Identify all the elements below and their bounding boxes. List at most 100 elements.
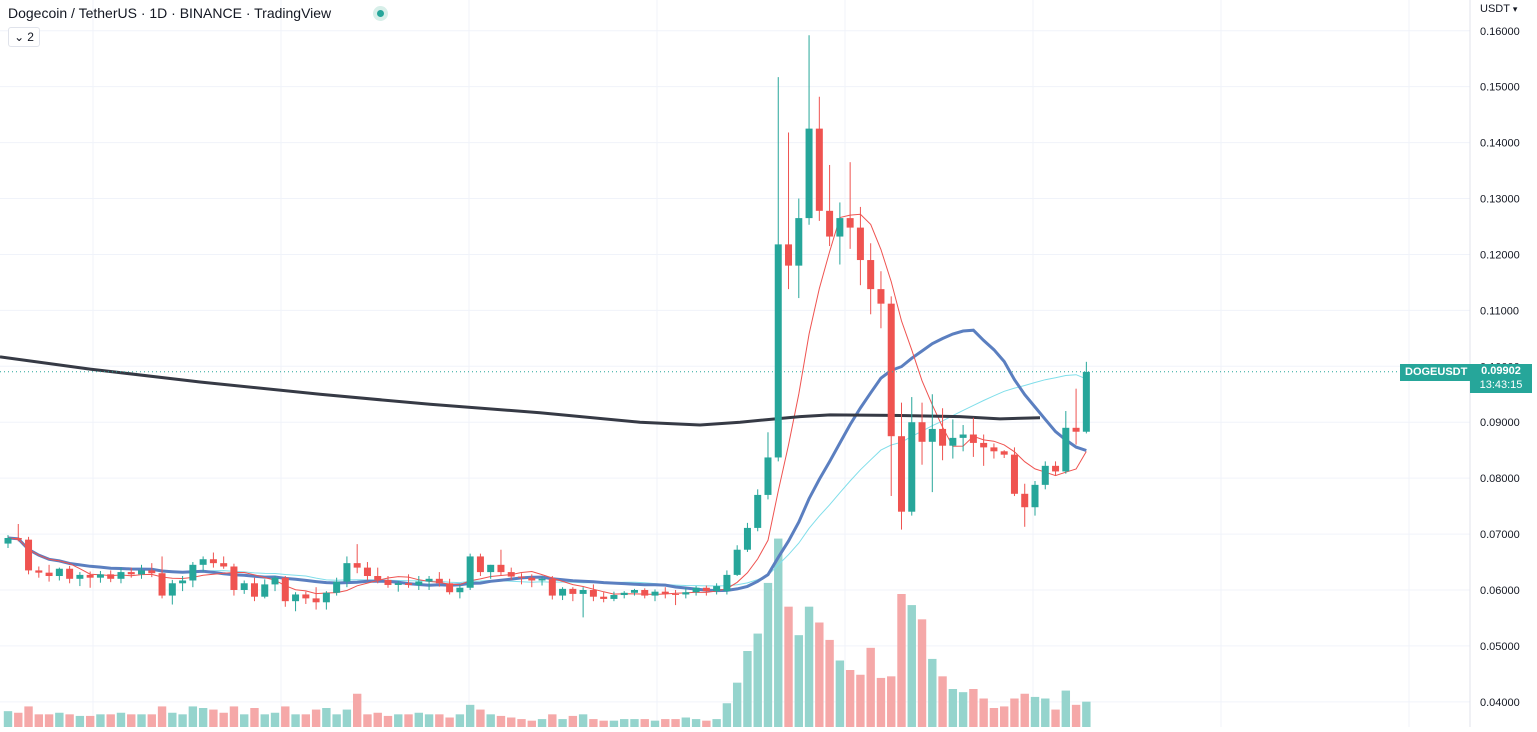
- candle-body: [405, 583, 413, 585]
- candle-body: [651, 591, 659, 596]
- y-tick-label: 0.08000: [1480, 473, 1520, 485]
- volume-bar: [445, 717, 454, 727]
- candle-body: [425, 578, 433, 582]
- volume-bar: [928, 658, 937, 727]
- volume-bar: [825, 639, 834, 727]
- candle-body: [281, 577, 289, 602]
- candle-body: [795, 218, 803, 266]
- y-tick-label: 0.06000: [1480, 585, 1520, 597]
- candle-body: [261, 584, 269, 597]
- collapse-indicators-button[interactable]: ⌄ 2: [8, 27, 40, 47]
- volume-bar: [681, 717, 691, 727]
- candle-body: [856, 227, 864, 261]
- candle-body: [1052, 465, 1060, 472]
- chevron-down-icon: ⌄: [14, 30, 25, 44]
- candle-body: [548, 578, 556, 596]
- volume-bar: [620, 719, 629, 727]
- candle-body: [250, 583, 258, 597]
- volume-bar: [116, 712, 126, 727]
- volume-bar: [578, 714, 588, 727]
- candle-body: [1000, 451, 1008, 455]
- volume-bar: [691, 719, 701, 727]
- volume-bar: [517, 719, 526, 727]
- volume-bar: [476, 709, 485, 727]
- volume-bar: [548, 714, 557, 727]
- candle-body: [620, 592, 628, 596]
- candle-body: [569, 588, 577, 594]
- volume-bar: [897, 594, 906, 727]
- volume-bar: [219, 712, 228, 727]
- candle-body: [959, 434, 967, 438]
- candle-body: [230, 566, 238, 590]
- volume-bar: [157, 706, 167, 727]
- volume-bar: [558, 719, 567, 727]
- volume-bar: [794, 635, 803, 727]
- candle-body: [589, 589, 597, 597]
- y-tick-label: 0.12000: [1480, 249, 1520, 261]
- volume-bar: [394, 714, 403, 727]
- candle-body: [815, 128, 823, 211]
- candle-body: [374, 576, 382, 580]
- volume-bar: [568, 715, 578, 727]
- volume-bar: [301, 714, 311, 727]
- candle-body: [897, 436, 905, 512]
- volume-bar: [1010, 698, 1019, 727]
- volume-bar: [65, 714, 74, 727]
- volume-bar: [455, 714, 465, 727]
- candle-body: [343, 563, 351, 582]
- volume-bar: [404, 714, 413, 727]
- candle-body: [14, 537, 22, 540]
- candle-body: [559, 588, 567, 596]
- volume-bar: [845, 670, 855, 727]
- candle-body: [1021, 493, 1029, 508]
- candle-body: [702, 587, 710, 592]
- y-tick-label: 0.11000: [1480, 305, 1519, 317]
- candle-body: [127, 572, 135, 575]
- candle-body: [939, 428, 947, 446]
- volume-bar: [250, 708, 259, 727]
- candle-body: [435, 578, 443, 584]
- candle-body: [1082, 371, 1090, 432]
- candle-body: [394, 583, 402, 585]
- candle-body: [928, 428, 936, 442]
- candle-body: [456, 587, 464, 593]
- volume-bar: [784, 606, 793, 727]
- candle-body: [672, 593, 680, 595]
- indicator-count: 2: [27, 30, 34, 44]
- candle-body: [528, 577, 536, 581]
- volume-bar: [753, 633, 762, 727]
- volume-bar: [168, 712, 177, 727]
- candle-body: [4, 537, 12, 544]
- volume-bar: [835, 660, 845, 727]
- volume-bar: [938, 676, 947, 727]
- volume-bar: [969, 689, 978, 727]
- volume-bar: [1030, 696, 1040, 727]
- volume-bar: [815, 622, 824, 727]
- candle-body: [682, 592, 690, 595]
- candle-body: [723, 574, 731, 592]
- candle-body: [538, 578, 546, 581]
- candle-body: [487, 564, 495, 573]
- candle-body: [138, 570, 146, 575]
- volume-bar: [804, 606, 814, 727]
- candle-body: [466, 556, 474, 588]
- volume-bar: [856, 674, 865, 727]
- candle-body: [579, 589, 587, 594]
- volume-bar: [702, 720, 711, 727]
- volume-bar: [907, 605, 916, 727]
- volume-bar: [989, 708, 999, 727]
- candle-body: [302, 594, 310, 599]
- bar-countdown: 13:43:15: [1479, 378, 1523, 391]
- y-tick-label: 0.14000: [1480, 138, 1520, 150]
- y-tick-label: 0.15000: [1480, 82, 1520, 94]
- volume-bar: [435, 714, 444, 727]
- candle-body: [518, 576, 525, 578]
- volume-bar: [537, 719, 547, 727]
- currency-selector[interactable]: USDT ▾: [1480, 3, 1517, 15]
- volume-bar: [979, 698, 988, 727]
- chart-title: Dogecoin / TetherUS · 1D · BINANCE · Tra…: [8, 5, 332, 21]
- volume-bar: [1051, 709, 1060, 727]
- y-tick-label: 0.04000: [1480, 697, 1520, 709]
- volume-bar: [188, 706, 198, 727]
- candle-body: [25, 539, 33, 571]
